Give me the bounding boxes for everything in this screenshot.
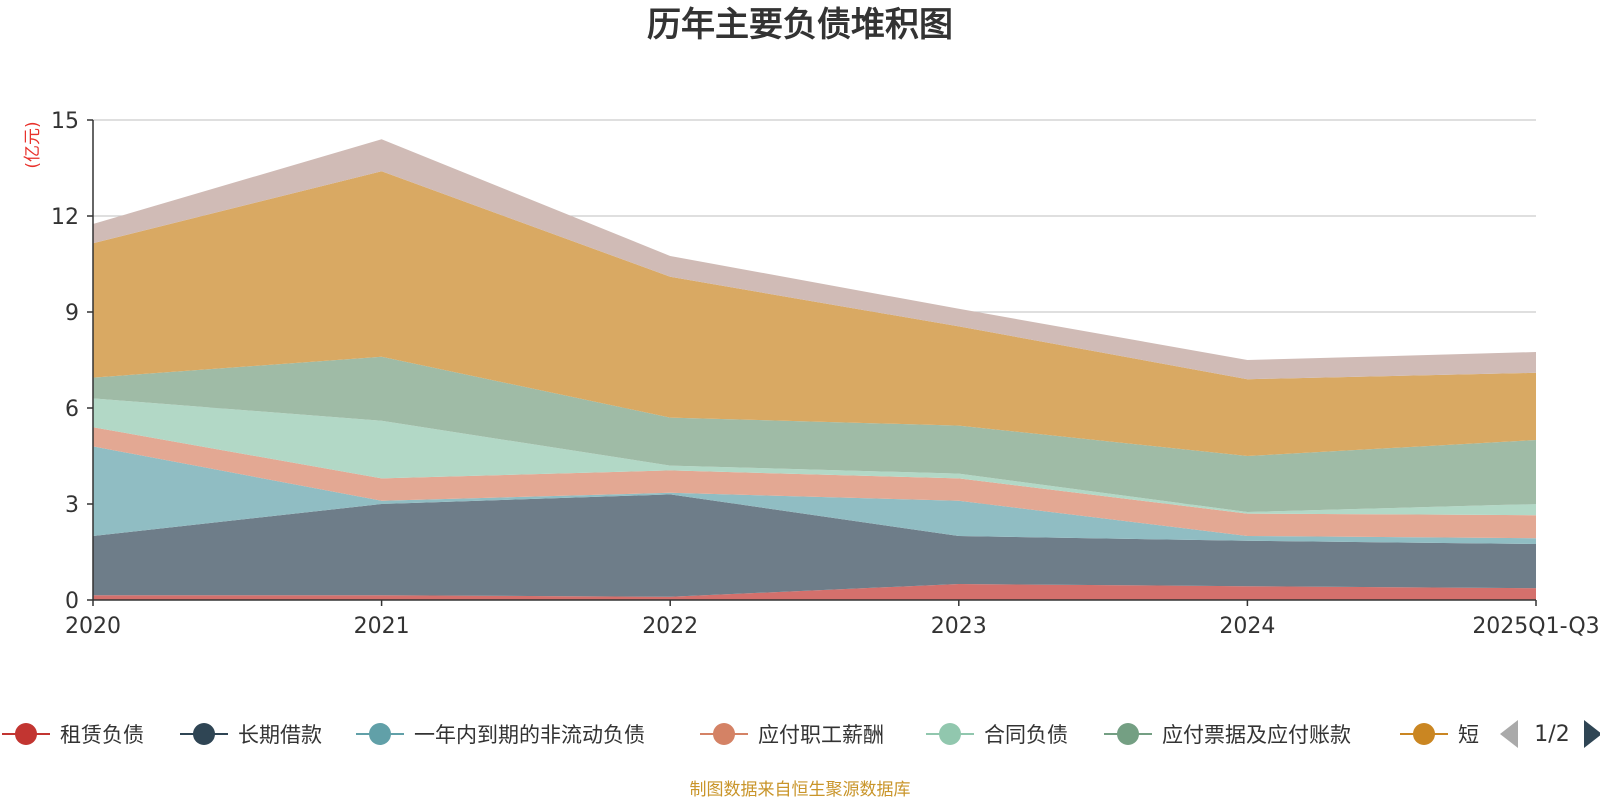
legend-next-page-icon[interactable] <box>1584 720 1600 748</box>
y-tick-label-5: 15 <box>51 109 79 134</box>
legend-label-2: 一年内到期的非流动负债 <box>414 723 645 747</box>
legend-pager: 1/2 <box>1500 720 1600 748</box>
area-series-1[interactable] <box>93 494 1536 597</box>
legend-marker-2 <box>369 723 391 745</box>
legend-marker-3 <box>713 723 735 745</box>
y-tick-label-2: 6 <box>65 397 79 422</box>
legend-label-4: 合同负债 <box>984 723 1068 747</box>
legend-item-1[interactable]: 长期借款 <box>180 723 322 747</box>
axes <box>87 119 1537 606</box>
legend-item-6[interactable]: 短 <box>1400 723 1479 747</box>
legend-item-0[interactable]: 租赁负债 <box>2 723 144 747</box>
y-tick-label-3: 9 <box>65 301 79 326</box>
legend-label-5: 应付票据及应付账款 <box>1162 723 1351 747</box>
legend-marker-1 <box>193 723 215 745</box>
y-tick-labels: 0 3 6 9 12 15 <box>51 109 79 614</box>
legend-marker-0 <box>15 723 37 745</box>
y-axis-unit-label: (亿元) <box>23 121 43 168</box>
legend-marker-6 <box>1413 723 1435 745</box>
data-source-note: 制图数据来自恒生聚源数据库 <box>690 780 911 800</box>
y-tick-label-1: 3 <box>65 493 79 518</box>
x-tick-label-4: 2024 <box>1219 614 1275 639</box>
legend-item-4[interactable]: 合同负债 <box>926 723 1068 747</box>
area-series-3[interactable] <box>93 427 1536 539</box>
area-series-0[interactable] <box>93 584 1536 600</box>
legend: 租赁负债 长期借款 一年内到期的非流动负债 应付职工薪酬 合同负债 应付票据及应付账款 短 <box>2 723 1479 747</box>
x-tick-label-5: 2025Q1-Q3 <box>1472 614 1599 639</box>
y-tick-label-4: 12 <box>51 205 79 230</box>
legend-page-indicator: 1/2 <box>1534 722 1569 747</box>
legend-marker-5 <box>1117 723 1139 745</box>
chart-title: 历年主要负债堆积图 <box>647 5 953 45</box>
legend-marker-4 <box>939 723 961 745</box>
legend-label-6: 短 <box>1458 723 1479 747</box>
area-series-5[interactable] <box>93 356 1536 512</box>
legend-item-5[interactable]: 应付票据及应付账款 <box>1104 723 1351 747</box>
area-series-group <box>93 139 1536 600</box>
legend-prev-page-icon[interactable] <box>1500 720 1518 748</box>
x-tick-label-2: 2022 <box>642 614 698 639</box>
x-tick-label-3: 2023 <box>931 614 987 639</box>
legend-label-3: 应付职工薪酬 <box>758 723 884 747</box>
y-tick-label-0: 0 <box>65 589 79 614</box>
legend-item-3[interactable]: 应付职工薪酬 <box>700 723 884 747</box>
legend-item-2[interactable]: 一年内到期的非流动负债 <box>356 723 645 747</box>
area-series-4[interactable] <box>93 398 1536 516</box>
x-tick-label-0: 2020 <box>65 614 121 639</box>
x-tick-labels: 2020 2021 2022 2023 2024 2025Q1-Q3 <box>65 614 1600 639</box>
legend-label-0: 租赁负债 <box>60 723 144 747</box>
area-series-6[interactable] <box>93 171 1536 456</box>
legend-label-1: 长期借款 <box>238 723 322 747</box>
x-tick-label-1: 2021 <box>354 614 410 639</box>
